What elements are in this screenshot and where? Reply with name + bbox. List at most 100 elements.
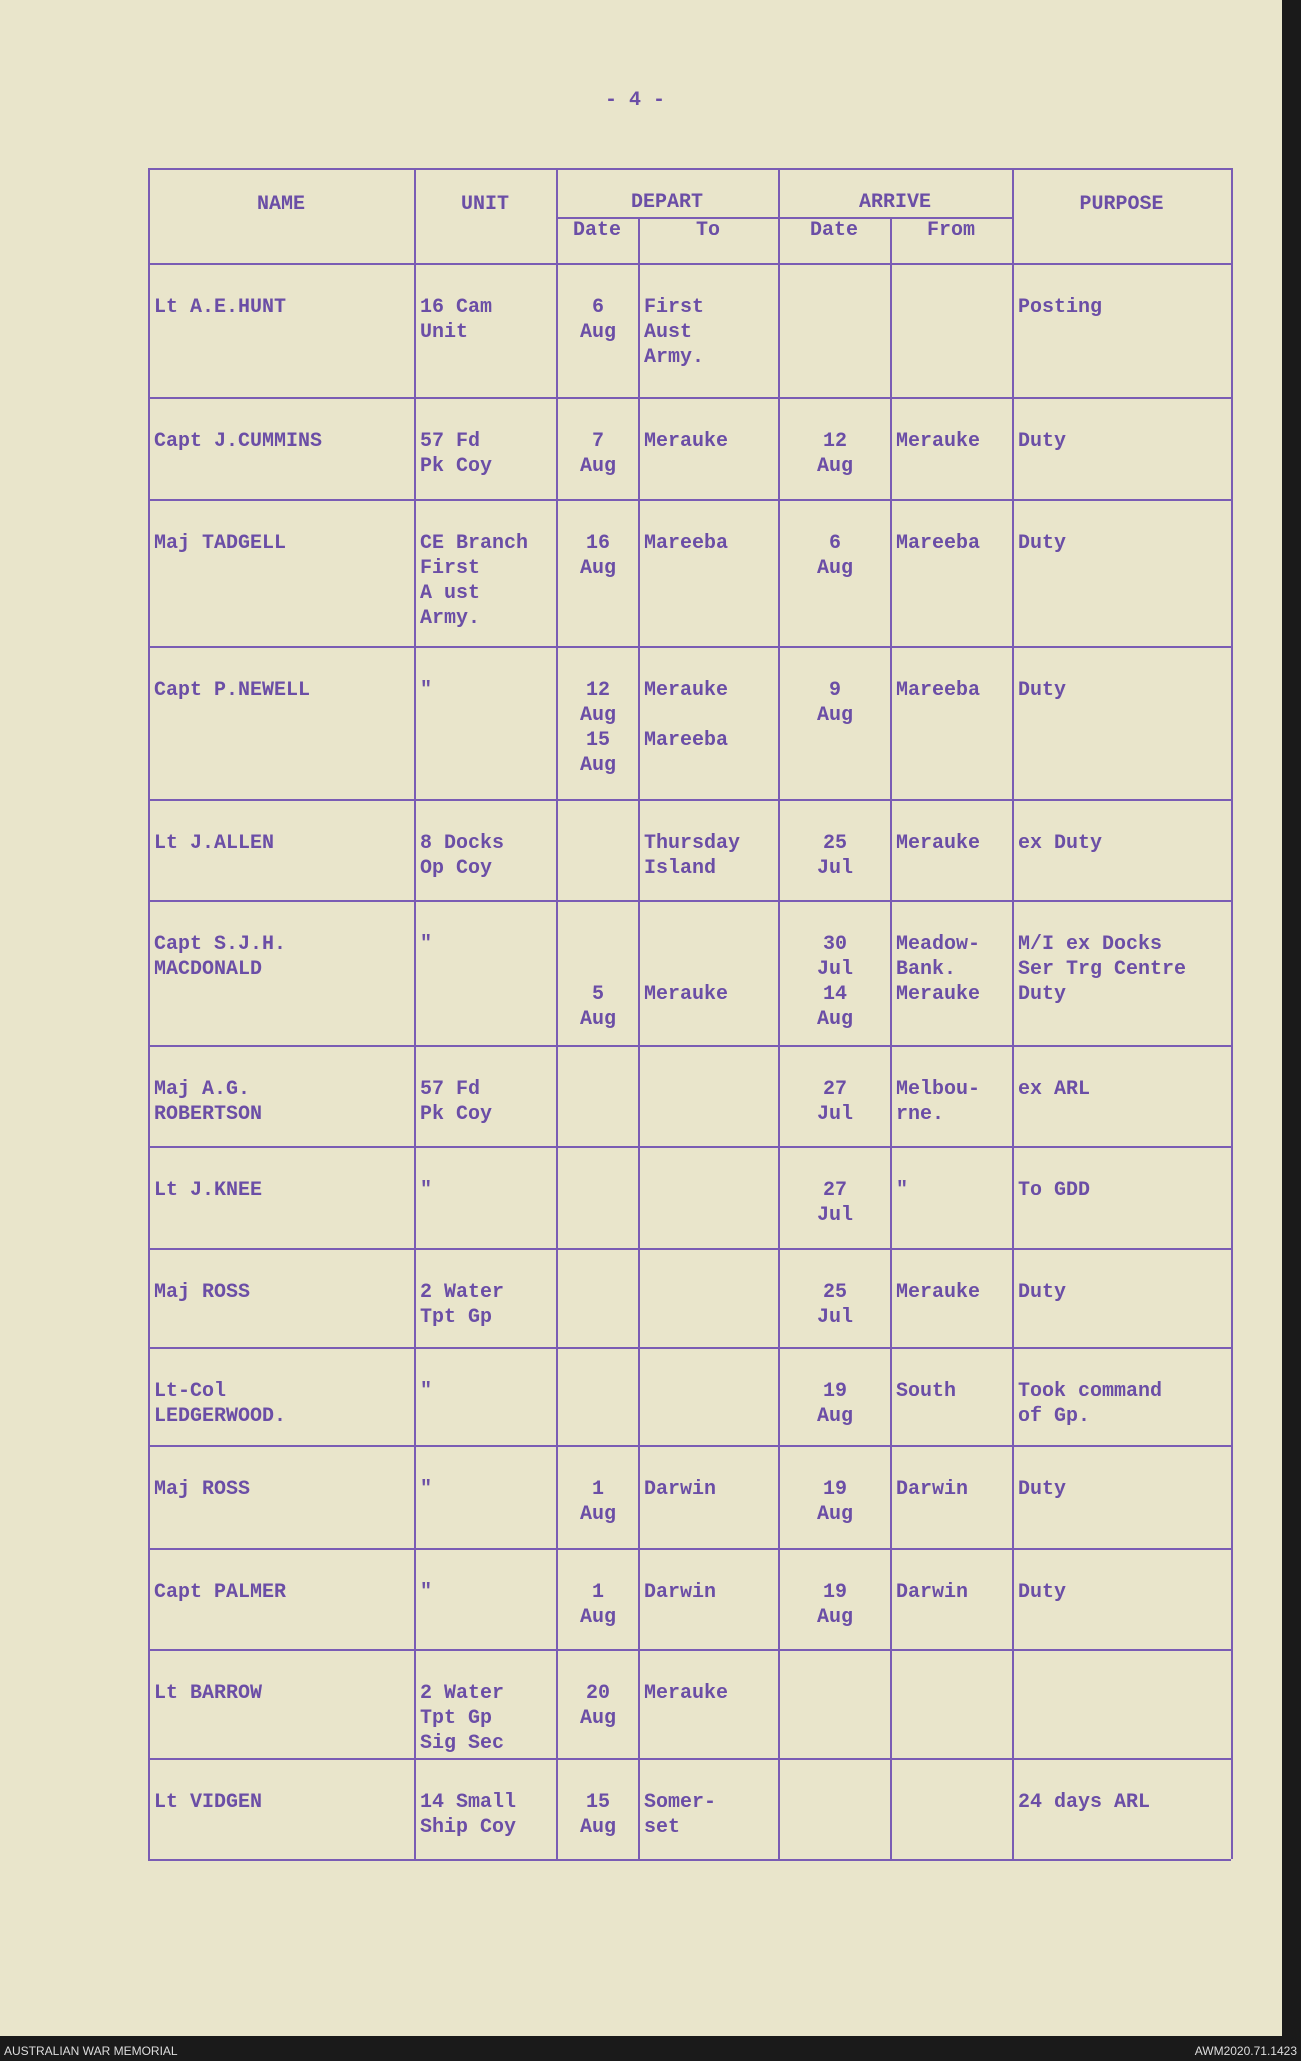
table-cell: 7 Aug <box>579 430 616 478</box>
table-cell: Lt J.KNEE <box>154 1179 263 1202</box>
table-cell: 25 Jul <box>816 832 853 880</box>
table-cell: 8 Docks Op Coy <box>420 832 505 880</box>
table-cell: First Aust Army. <box>644 296 705 369</box>
table-cell: Darwin <box>644 1581 717 1604</box>
h-rule <box>148 168 1231 170</box>
v-rule <box>148 168 150 1859</box>
table-cell: Darwin <box>644 1478 717 1501</box>
table-cell: ex ARL <box>1018 1078 1091 1101</box>
table-cell: 57 Fd Pk Coy <box>420 1078 493 1126</box>
table-cell: Merauke Mareeba <box>644 679 729 752</box>
table-cell: Duty <box>1018 430 1067 453</box>
table-cell: 6 Aug <box>579 296 616 344</box>
table-cell: Duty <box>1018 679 1067 702</box>
table-cell: " <box>420 1179 433 1202</box>
h-rule <box>148 499 1231 501</box>
table-cell: 14 Small Ship Coy <box>420 1791 517 1839</box>
v-rule <box>638 217 640 1859</box>
table-cell: Merauke <box>644 1682 729 1705</box>
table-cell: Thursday Island <box>644 832 741 880</box>
table-cell: CE Branch First A ust Army. <box>420 532 529 630</box>
table-cell: ex Duty <box>1018 832 1103 855</box>
table-cell: Duty <box>1018 1478 1067 1501</box>
table-cell: Maj ROSS <box>154 1281 251 1304</box>
table-cell: Lt BARROW <box>154 1682 263 1705</box>
v-rule <box>890 217 892 1859</box>
table-cell: " <box>420 1380 433 1403</box>
table-cell: Mareeba <box>644 532 729 555</box>
h-rule <box>148 1146 1231 1148</box>
page-number: - 4 - <box>605 89 666 112</box>
table-cell: " <box>896 1179 909 1202</box>
table-cell: Took command of Gp. <box>1018 1380 1163 1428</box>
h-rule <box>148 263 1231 265</box>
v-rule <box>414 168 416 1859</box>
h-rule <box>148 1859 1231 1861</box>
table-cell: " <box>420 1581 433 1604</box>
table-cell: 15 Aug <box>579 1791 616 1839</box>
table-cell: 25 Jul <box>816 1281 853 1329</box>
h-rule <box>556 217 1012 219</box>
table-cell: 30 Jul 14 Aug <box>816 933 853 1031</box>
table-cell: 16 Cam Unit <box>420 296 493 344</box>
table-cell: " <box>420 1478 433 1501</box>
table-cell: 27 Jul <box>816 1179 853 1227</box>
header-cell: From <box>926 219 975 242</box>
paper <box>0 0 1282 2036</box>
table-cell: Capt P.NEWELL <box>154 679 311 702</box>
table-cell: Melbou- rne. <box>896 1078 981 1126</box>
table-cell: Duty <box>1018 532 1067 555</box>
header-cell: PURPOSE <box>1079 193 1164 216</box>
table-cell: 12 Aug <box>816 430 853 478</box>
h-rule <box>148 900 1231 902</box>
h-rule <box>148 1548 1231 1550</box>
table-cell: To GDD <box>1018 1179 1091 1202</box>
header-cell: UNIT <box>460 193 509 216</box>
header-cell: Date <box>809 219 858 242</box>
table-cell: 19 Aug <box>816 1478 853 1526</box>
table-cell: Capt PALMER <box>154 1581 287 1604</box>
table-cell: 9 Aug <box>816 679 853 727</box>
header-cell: Date <box>572 219 621 242</box>
table-cell: 27 Jul <box>816 1078 853 1126</box>
footer-right: AWM2020.71.1423 <box>1194 2044 1297 2058</box>
table-cell: Lt VIDGEN <box>154 1791 263 1814</box>
table-cell: 5 Aug <box>579 983 616 1031</box>
table-cell: " <box>420 679 433 702</box>
table-cell: 1 Aug <box>579 1478 616 1526</box>
h-rule <box>148 1649 1231 1651</box>
header-cell: To <box>695 219 720 242</box>
table-cell: Duty <box>1018 1281 1067 1304</box>
table-cell: 1 Aug <box>579 1581 616 1629</box>
table-cell: Merauke <box>644 983 729 1006</box>
table-cell: 6 Aug <box>816 532 853 580</box>
table-cell: 19 Aug <box>816 1581 853 1629</box>
table-cell: Posting <box>1018 296 1103 319</box>
table-cell: 19 Aug <box>816 1380 853 1428</box>
table-cell: Merauke <box>896 430 981 453</box>
table-cell: Meadow- Bank. Merauke <box>896 933 981 1006</box>
h-rule <box>148 646 1231 648</box>
table-cell: Merauke <box>644 430 729 453</box>
table-cell: Mareeba <box>896 679 981 702</box>
table-cell: 57 Fd Pk Coy <box>420 430 493 478</box>
table-cell: Darwin <box>896 1478 969 1501</box>
table-cell: Mareeba <box>896 532 981 555</box>
table-cell: " <box>420 933 433 956</box>
v-rule <box>1012 168 1014 1859</box>
table-cell: Duty <box>1018 1581 1067 1604</box>
h-rule <box>148 1248 1231 1250</box>
h-rule <box>148 1347 1231 1349</box>
table-cell: 20 Aug <box>579 1682 616 1730</box>
h-rule <box>148 1045 1231 1047</box>
h-rule <box>148 799 1231 801</box>
table-cell: 12 Aug 15 Aug <box>579 679 616 777</box>
table-cell: Merauke <box>896 1281 981 1304</box>
h-rule <box>148 397 1231 399</box>
table-cell: Maj ROSS <box>154 1478 251 1501</box>
v-rule <box>556 168 558 1859</box>
table-cell: Darwin <box>896 1581 969 1604</box>
table-cell: Merauke <box>896 832 981 855</box>
header-cell: ARRIVE <box>858 191 931 214</box>
